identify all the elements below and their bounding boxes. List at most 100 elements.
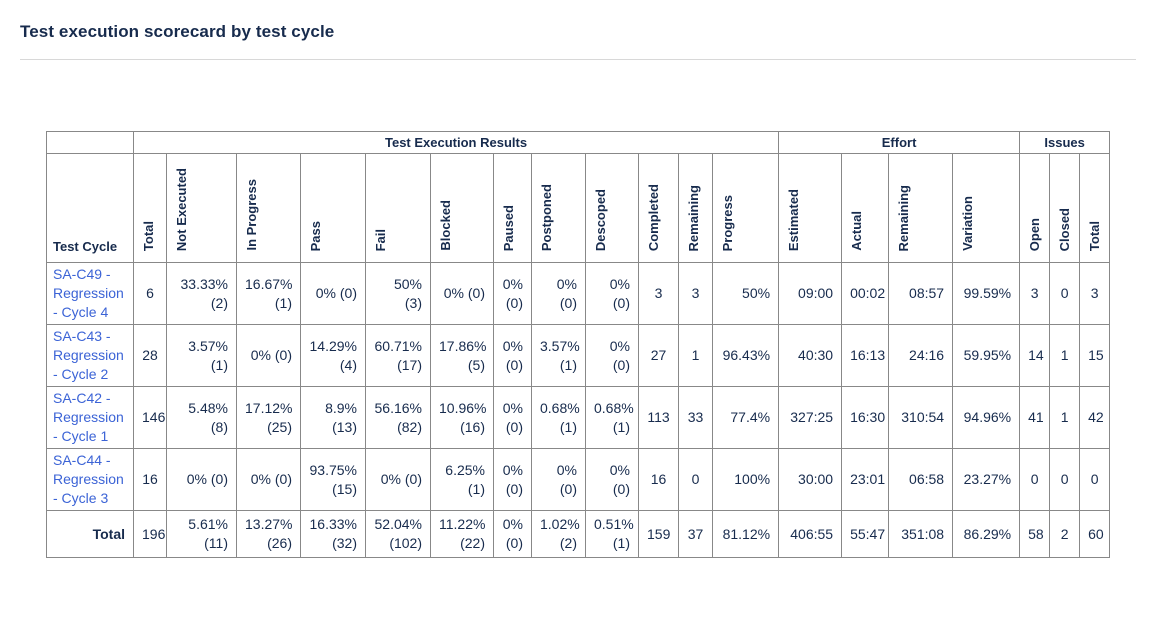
table-cell: 13.27% (26) (236, 510, 301, 558)
table-cell: 14 (1019, 324, 1051, 387)
table-cell: 33 (678, 386, 713, 449)
col-header-effort-actual: Actual (841, 153, 890, 263)
table-cell: 0% (0) (430, 262, 494, 325)
group-header-issues: Issues (1019, 131, 1111, 154)
table-cell: 33.33% (2) (166, 262, 237, 325)
table-cell: 16.67% (1) (236, 262, 301, 325)
table-cell: 14.29% (4) (300, 324, 366, 387)
total-row: Total 196 5.61% (11) 13.27% (26) 16.33% (32)… (46, 510, 1111, 558)
table-cell: 2 (1049, 510, 1081, 558)
col-header-issues-open: Open (1019, 153, 1051, 263)
table-cell: 81.12% (711, 510, 780, 558)
table-cell: 3 (1019, 262, 1051, 325)
table-cell: 28 (133, 324, 167, 387)
table-cell: 5.61% (11) (166, 510, 237, 558)
table-cell: 16 (133, 448, 167, 511)
table-cell: 0% (0) (585, 262, 639, 325)
table-cell: 0 (678, 448, 713, 511)
table-cell: 99.59% (952, 262, 1021, 325)
table-row: SA-C42 - Regression - Cycle 1 146 5.48% (8… (46, 386, 1111, 449)
table-cell: 0% (0) (236, 448, 301, 511)
col-header-fail: Fail (365, 153, 431, 263)
table-cell: 3 (1079, 262, 1111, 325)
table-cell: 96.43% (711, 324, 780, 387)
table-cell: 0 (1079, 448, 1111, 511)
group-header-effort: Effort (778, 131, 1021, 154)
page-header: Test execution scorecard by test cycle (0, 0, 1156, 42)
table-cell: 0% (0) (166, 448, 237, 511)
scorecard-table-container: Test Execution Results Effort Issues Tes… (46, 131, 1156, 558)
test-cycle-link[interactable]: SA-C44 - Regression - Cycle 3 (53, 452, 124, 506)
table-cell: 08:57 (888, 262, 954, 325)
table-cell: 327:25 (778, 386, 843, 449)
col-header-effort-estimated: Estimated (778, 153, 843, 263)
table-cell: 56.16% (82) (365, 386, 431, 449)
table-cell: 23:01 (841, 448, 890, 511)
table-cell: 0% (0) (585, 448, 639, 511)
table-cell: 5.48% (8) (166, 386, 237, 449)
table-cell: 0% (0) (300, 262, 366, 325)
col-header-progress: Progress (711, 153, 780, 263)
table-cell: 0 (1019, 448, 1051, 511)
total-row-label: Total (92, 525, 125, 542)
table-cell: 113 (638, 386, 679, 449)
table-cell: 60 (1079, 510, 1111, 558)
table-cell: 1 (678, 324, 713, 387)
table-cell: 0 (1049, 448, 1081, 511)
col-header-issues-closed: Closed (1049, 153, 1081, 263)
table-cell: 30:00 (778, 448, 843, 511)
table-cell: 8.9% (13) (300, 386, 366, 449)
table-cell: 16:13 (841, 324, 890, 387)
group-header-row: Test Execution Results Effort Issues (46, 131, 1111, 154)
test-cycle-link[interactable]: SA-C43 - Regression - Cycle 2 (53, 328, 124, 382)
table-cell: 17.86% (5) (430, 324, 494, 387)
test-cycle-link[interactable]: SA-C49 - Regression - Cycle 4 (53, 266, 124, 320)
table-cell: 100% (711, 448, 780, 511)
table-cell: 06:58 (888, 448, 954, 511)
table-cell: 52.04% (102) (365, 510, 431, 558)
table-cell: 3 (678, 262, 713, 325)
table-cell: 37 (678, 510, 713, 558)
test-cycle-cell: SA-C43 - Regression - Cycle 2 (46, 324, 134, 387)
table-cell: 6.25% (1) (430, 448, 494, 511)
table-cell: 0% (0) (493, 262, 532, 325)
table-cell: 0% (0) (493, 324, 532, 387)
table-cell: 16 (638, 448, 679, 511)
table-cell: 0% (0) (493, 510, 532, 558)
table-row: SA-C49 - Regression - Cycle 4 6 33.33% (2)… (46, 262, 1111, 325)
table-cell: 11.22% (22) (430, 510, 494, 558)
table-cell: 0% (0) (236, 324, 301, 387)
table-cell: 0% (0) (531, 262, 586, 325)
table-cell: 60.71% (17) (365, 324, 431, 387)
table-cell: 0% (0) (585, 324, 639, 387)
test-cycle-cell: SA-C44 - Regression - Cycle 3 (46, 448, 134, 511)
table-cell: 77.4% (711, 386, 780, 449)
table-cell: 16.33% (32) (300, 510, 366, 558)
table-cell: 406:55 (778, 510, 843, 558)
table-cell: 00:02 (841, 262, 890, 325)
column-header-row: Test Cycle Total Not Executed In Progres… (46, 153, 1111, 263)
test-cycle-link[interactable]: SA-C42 - Regression - Cycle 1 (53, 390, 124, 444)
table-row: SA-C44 - Regression - Cycle 3 16 0% (0) 0% … (46, 448, 1111, 511)
test-cycle-cell: SA-C49 - Regression - Cycle 4 (46, 262, 134, 325)
table-cell: 0% (0) (365, 448, 431, 511)
table-cell: 0% (0) (493, 386, 532, 449)
table-cell: 0% (0) (531, 448, 586, 511)
col-header-postponed: Postponed (531, 153, 586, 263)
table-cell: 42 (1079, 386, 1111, 449)
col-header-test-cycle: Test Cycle (46, 153, 134, 263)
col-header-effort-variation: Variation (952, 153, 1021, 263)
table-cell: 159 (638, 510, 679, 558)
col-header-remaining: Remaining (678, 153, 713, 263)
table-row: SA-C43 - Regression - Cycle 2 28 3.57% (1)… (46, 324, 1111, 387)
table-cell: 10.96% (16) (430, 386, 494, 449)
table-cell: 310:54 (888, 386, 954, 449)
table-cell: 17.12% (25) (236, 386, 301, 449)
table-cell: 23.27% (952, 448, 1021, 511)
table-cell: 3.57% (1) (166, 324, 237, 387)
table-cell: 146 (133, 386, 167, 449)
table-cell: 93.75% (15) (300, 448, 366, 511)
col-header-blocked: Blocked (430, 153, 494, 263)
table-cell: 94.96% (952, 386, 1021, 449)
table-cell: 58 (1019, 510, 1051, 558)
